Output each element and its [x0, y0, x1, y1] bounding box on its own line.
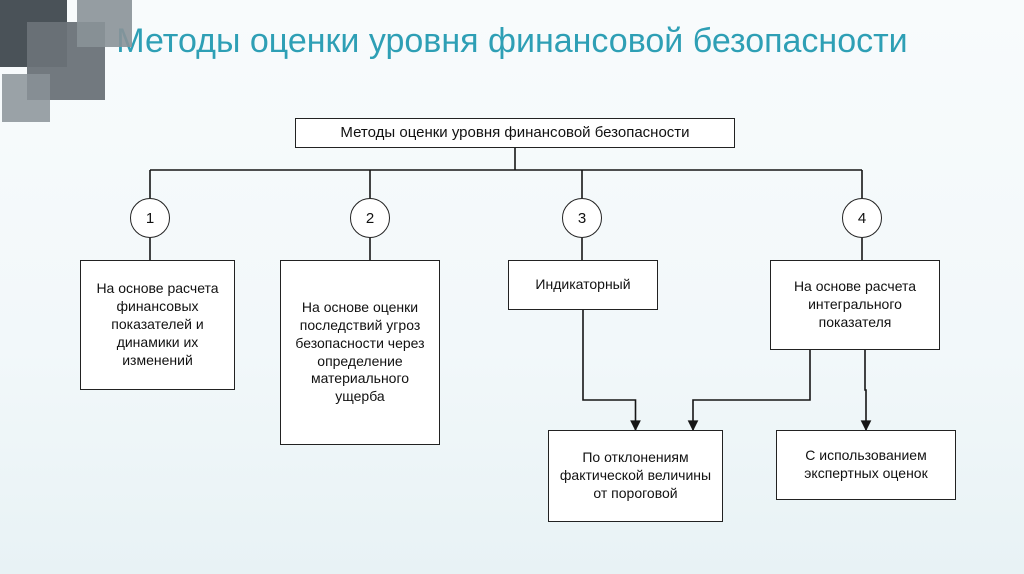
root-box: Методы оценки уровня финансовой безопасн…: [295, 118, 735, 148]
number-circle-4: 4: [842, 198, 882, 238]
diagram-stage: Методы оценки уровня финансовой безопасн…: [0, 110, 1024, 574]
method-box-1: На основе расчета финансовых показателей…: [80, 260, 235, 390]
number-circle-2: 2: [350, 198, 390, 238]
method-box-2: На основе оценки последствий угроз безоп…: [280, 260, 440, 445]
number-circle-3: 3: [562, 198, 602, 238]
method-box-3: Индикаторный: [508, 260, 658, 310]
sub-box-2: С использованием экспертных оценок: [776, 430, 956, 500]
sub-box-1: По отклонениям фактической величины от п…: [548, 430, 723, 522]
number-circle-1: 1: [130, 198, 170, 238]
page-title: Методы оценки уровня финансовой безопасн…: [0, 0, 1024, 61]
method-box-4: На основе расчета интегрального показате…: [770, 260, 940, 350]
